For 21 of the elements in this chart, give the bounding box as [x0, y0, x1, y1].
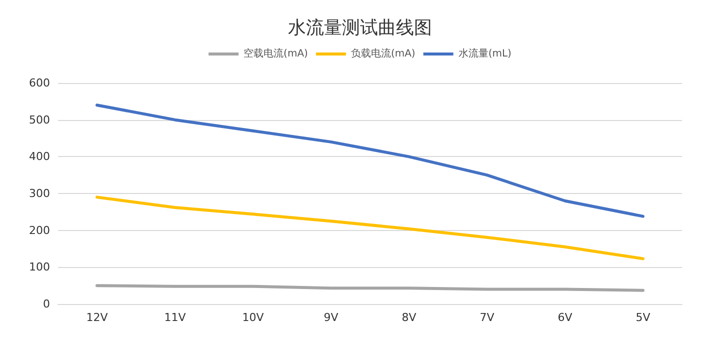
- y-tick-label: 500: [29, 113, 50, 126]
- y-tick-label: 0: [43, 298, 50, 310]
- x-tick-label: 12V: [86, 311, 108, 324]
- x-tick-label: 6V: [558, 311, 573, 324]
- x-tick-label: 5V: [636, 311, 651, 324]
- legend-label: 负载电流(mA): [350, 48, 416, 60]
- y-tick-label: 400: [29, 150, 50, 164]
- x-tick-label: 8V: [402, 311, 417, 324]
- x-tick-label: 9V: [324, 311, 339, 324]
- line-series: [96, 104, 644, 218]
- y-tick-label: 300: [29, 187, 50, 200]
- y-tick-label: 600: [29, 76, 50, 90]
- x-tick-label: 10V: [242, 311, 264, 324]
- x-tick-label: 7V: [480, 311, 495, 324]
- legend-label: 水流量(mL): [458, 48, 512, 60]
- y-tick-label: 200: [29, 224, 50, 237]
- y-tick-label: 100: [29, 260, 50, 274]
- legend-label: 空载电流(mA): [244, 48, 308, 60]
- line-series: [96, 196, 644, 260]
- chart-title: 水流量测试曲线图: [288, 18, 432, 38]
- x-tick-label: 11V: [164, 311, 186, 324]
